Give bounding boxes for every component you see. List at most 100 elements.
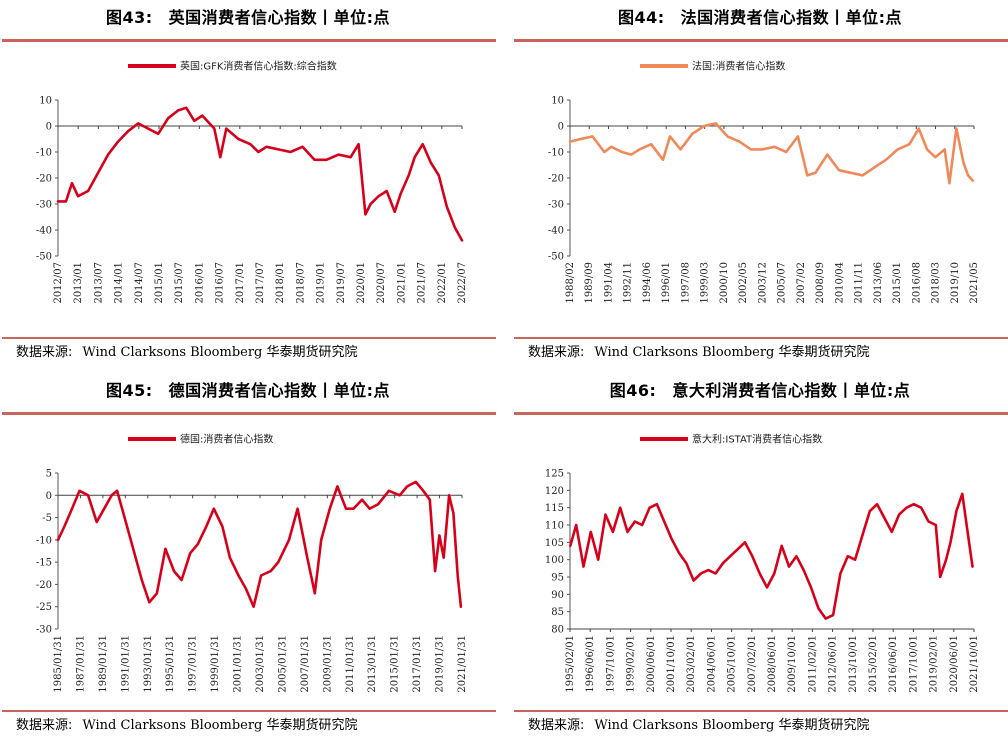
y-tick-label: 115 [545, 503, 564, 514]
source-text: Wind Clarksons Bloomberg 华泰期货研究院 [82, 345, 358, 360]
x-tick-label: 1995/01/31 [165, 635, 176, 693]
x-tick-label: 2002/05 [738, 262, 749, 304]
x-tick-label: 2009/01/31 [322, 635, 333, 693]
source-rule [514, 710, 1008, 712]
title-rule [2, 412, 496, 415]
x-tick-label: 1999/01/31 [210, 635, 221, 693]
x-tick-label: 1989/01/31 [98, 635, 109, 693]
legend-label: 意大利:ISTAT消费者信心指数 [692, 433, 822, 446]
x-tick-label: 2017/01/31 [412, 635, 423, 693]
y-tick-label: 10 [39, 96, 52, 107]
source-note: 数据来源: Wind Clarksons Bloomberg 华泰期货研究院 [528, 341, 870, 360]
x-tick-label: 2003/02/01 [686, 635, 697, 693]
x-tick-label: 2013/07 [93, 262, 104, 304]
x-tick-label: 2022/01 [437, 262, 448, 304]
source-text: Wind Clarksons Bloomberg 华泰期货研究院 [82, 718, 358, 733]
source-note: 数据来源: Wind Clarksons Bloomberg 华泰期货研究院 [528, 714, 870, 733]
figure-title: 法国消费者信心指数丨单位:点 [680, 8, 903, 27]
x-tick-label: 2019/07 [336, 262, 347, 304]
legend-label: 英国:GFK消费者信心指数:综合指数 [180, 60, 337, 73]
x-tick-label: 2007/01/31 [300, 635, 311, 693]
series-line [56, 106, 464, 242]
y-tick-label: -10 [36, 148, 52, 159]
x-tick-label: 1994/06 [642, 262, 653, 304]
chart-panel-uk: 图43: 英国消费者信心指数丨单位:点 英国:GFK消费者信心指数:综合指数 10 0… [0, 0, 496, 373]
y-tick-label: 125 [545, 469, 564, 480]
x-tick-label: 2011/11 [854, 262, 865, 304]
y-tick-label: 80 [551, 625, 564, 636]
x-tick-label: 2005/10/01 [727, 635, 738, 693]
y-tick-label: 90 [551, 590, 564, 601]
y-tick-label: 0 [46, 491, 52, 502]
x-tick-label: 2001/01/31 [233, 635, 244, 693]
x-tick-label: 2020/01 [356, 262, 367, 304]
x-tick-label: 2010/04 [834, 262, 845, 304]
x-tick-label: 1991/04 [603, 262, 614, 304]
x-tick-label: 2021/07 [417, 262, 428, 304]
y-tick-label: -30 [548, 200, 564, 211]
x-tick-label: 1985/01/31 [53, 635, 64, 693]
y-tick-label: -50 [36, 252, 52, 263]
y-tick-label: 95 [551, 573, 564, 584]
x-tick-label: 2016/07 [215, 262, 226, 304]
legend: 英国:GFK消费者信心指数:综合指数 [128, 60, 337, 73]
source-text: Wind Clarksons Bloomberg 华泰期货研究院 [594, 345, 870, 360]
x-tick-label: 2020/07 [376, 262, 387, 304]
title-rule [2, 39, 496, 42]
x-tick-label: 2021/05 [969, 262, 980, 304]
source-note: 数据来源: Wind Clarksons Bloomberg 华泰期货研究院 [16, 714, 358, 733]
x-tick-label: 2008/09 [815, 262, 826, 304]
x-tick-label: 1996/06/01 [585, 635, 596, 693]
x-tick-label: 2019/10 [950, 262, 961, 304]
series-line [568, 122, 975, 185]
figure-number: 图46: [609, 381, 657, 400]
x-tick-label: 2019/01 [316, 262, 327, 304]
x-tick-label: 2018/07 [295, 262, 306, 304]
chart-title: 图46: 意大利消费者信心指数丨单位:点 [512, 377, 1008, 403]
x-tick-label: 1988/02 [565, 262, 576, 304]
figure-number: 图45: [105, 381, 153, 400]
x-tick-label: 1997/08 [680, 262, 691, 304]
x-tick-label: 2005/07 [777, 262, 788, 304]
chart-title: 图44: 法国消费者信心指数丨单位:点 [512, 4, 1008, 30]
x-tick-label: 2021/01 [396, 262, 407, 304]
x-tick-label: 1987/01/31 [75, 635, 86, 693]
y-tick-label: -30 [36, 625, 52, 636]
x-tick-label: 2016/06/01 [888, 635, 899, 693]
x-tick-label: 2019/01/31 [435, 635, 446, 693]
chart-panel-germany: 图45: 德国消费者信心指数丨单位:点 德国:消费者信心指数 5 0 -5 -10 -15 -… [0, 373, 496, 746]
x-tick-label: 2015/02/01 [868, 635, 879, 693]
x-tick-label: 2013/06 [873, 262, 884, 304]
series-line [56, 480, 463, 608]
chart-uk: 英国:GFK消费者信心指数:综合指数 10 0 -10 -20 -30 -40 -502012… [36, 60, 468, 304]
chart-italy: 意大利:ISTAT消费者信心指数 125 120 115 110 105 100 95 90 85… [545, 433, 980, 693]
source-rule [2, 337, 496, 339]
x-tick-label: 2008/06/01 [767, 635, 778, 693]
x-tick-label: 1999/03 [700, 262, 711, 304]
y-tick-label: -20 [548, 174, 564, 185]
x-tick-label: 2015/01 [154, 262, 165, 304]
x-tick-label: 2012/07 [53, 262, 64, 304]
legend: 意大利:ISTAT消费者信心指数 [640, 433, 822, 446]
x-tick-label: 2016/01 [194, 262, 205, 304]
x-tick-label: 1999/02/01 [626, 635, 637, 693]
y-tick-label: 105 [545, 538, 564, 549]
y-tick-label: -40 [36, 226, 52, 237]
x-tick-label: 2018/01 [275, 262, 286, 304]
legend-label: 法国:消费者信心指数 [692, 60, 785, 73]
y-tick-label: -15 [36, 558, 52, 569]
chart-panel-france: 图44: 法国消费者信心指数丨单位:点 法国:消费者信心指数 10 0 -10 -20 -3… [512, 0, 1008, 373]
y-tick-label: -25 [36, 602, 52, 613]
y-tick-label: -20 [36, 174, 52, 185]
x-tick-label: 2000/06/01 [646, 635, 657, 693]
x-tick-label: 2012/06/01 [828, 635, 839, 693]
y-tick-label: 120 [545, 486, 564, 497]
x-tick-label: 2015/01 [892, 262, 903, 304]
x-tick-label: 2000/10 [719, 262, 730, 304]
y-tick-label: -30 [36, 200, 52, 211]
x-tick-label: 2007/02/01 [747, 635, 758, 693]
y-tick-label: -10 [36, 535, 52, 546]
x-tick-label: 1989/09 [584, 262, 595, 304]
figure-title: 英国消费者信心指数丨单位:点 [168, 8, 391, 27]
chart-panel-italy: 图46: 意大利消费者信心指数丨单位:点 意大利:ISTAT消费者信心指数 125 1… [512, 373, 1008, 746]
